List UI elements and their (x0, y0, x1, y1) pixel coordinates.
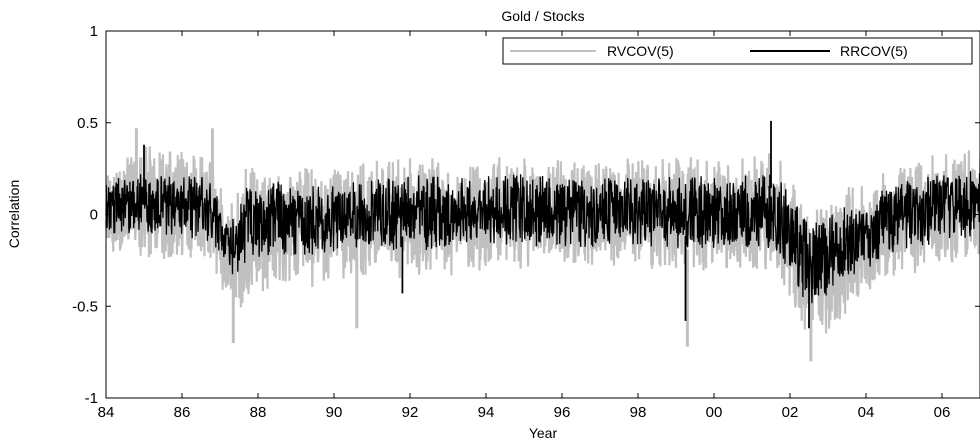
y-tick-label: 0 (90, 207, 98, 224)
chart-title: Gold / Stocks (501, 8, 584, 24)
x-tick-label: 96 (554, 404, 571, 421)
x-tick-label: 02 (782, 404, 799, 421)
x-tick-label: 88 (250, 404, 267, 421)
ticks-layer: 84 86 88 90 92 94 96 98 00 02 04 06 1 0.5 0 -0.5 -1 (72, 23, 980, 421)
x-tick-label: 98 (630, 404, 647, 421)
x-tick-label: 04 (858, 404, 875, 421)
y-tick-label: -1 (85, 390, 98, 407)
x-tick-label: 06 (934, 404, 951, 421)
y-axis-label: Correlation (6, 180, 22, 248)
y-tick-label: 0.5 (77, 115, 98, 132)
x-axis-label: Year (529, 425, 558, 441)
x-tick-label: 94 (478, 404, 495, 421)
y-tick-label: 1 (90, 23, 98, 40)
series-layer (104, 120, 980, 362)
x-tick-label: 84 (98, 404, 115, 421)
legend-label-rrcov: RRCOV(5) (840, 43, 908, 59)
x-tick-label: 92 (402, 404, 419, 421)
y-tick-label: -0.5 (72, 298, 98, 315)
series-line-rrcov (105, 171, 980, 304)
x-tick-label: 86 (174, 404, 191, 421)
x-tick-label: 00 (706, 404, 723, 421)
legend: RVCOV(5) RRCOV(5) (502, 37, 973, 65)
x-tick-label: 90 (326, 404, 343, 421)
legend-label-rvcov: RVCOV(5) (607, 43, 674, 59)
